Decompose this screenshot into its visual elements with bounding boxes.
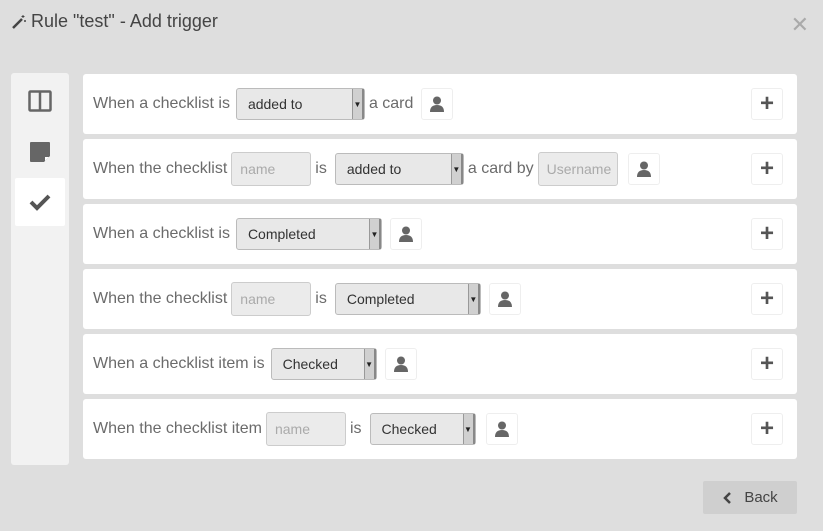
trigger-row: When a checklist is added to ▼ a card + (83, 74, 797, 134)
add-trigger-button[interactable]: + (751, 413, 783, 445)
select-value: Completed (247, 226, 316, 242)
magic-wand-icon (12, 14, 26, 29)
username-input[interactable]: Username (537, 152, 618, 186)
checklist-name-input[interactable]: name (231, 282, 312, 316)
tab-checklist[interactable] (15, 178, 65, 226)
user-filter-button[interactable] (627, 153, 660, 185)
dialog-title: Rule "test" - Add trigger (11, 11, 218, 32)
select-value: Checked (282, 356, 338, 372)
user-icon (497, 291, 512, 307)
close-button[interactable]: ✕ (790, 12, 809, 37)
dialog-title-text: Rule "test" - Add trigger (31, 11, 218, 31)
trigger-label: is (315, 290, 327, 307)
caret-down-icon: ▼ (368, 219, 381, 249)
user-filter-button[interactable] (421, 88, 454, 120)
user-icon (393, 356, 408, 372)
trigger-label: a card (368, 95, 414, 112)
user-icon (430, 96, 445, 112)
select-value: added to (247, 96, 303, 112)
trigger-category-sidebar (11, 73, 69, 465)
caret-down-icon: ▼ (351, 89, 364, 119)
trigger-label: When the checklist (93, 160, 228, 177)
select-value: added to (346, 161, 402, 177)
chevron-left-icon (723, 491, 732, 504)
trigger-label: is (315, 160, 327, 177)
item-state-select[interactable]: Checked ▼ (369, 413, 476, 445)
add-trigger-button[interactable]: + (751, 153, 783, 185)
add-trigger-button[interactable]: + (751, 88, 783, 120)
user-icon (398, 226, 413, 242)
trigger-label: When a checklist is (93, 95, 230, 112)
trigger-label: When the checklist (93, 290, 228, 307)
input-placeholder: name (274, 421, 310, 437)
caret-down-icon: ▼ (450, 154, 463, 184)
tab-board[interactable] (15, 77, 65, 125)
action-select[interactable]: added to ▼ (334, 153, 464, 185)
trigger-label: a card by (467, 160, 534, 177)
trigger-label: When a checklist item is (93, 355, 265, 372)
columns-icon (28, 90, 52, 112)
trigger-label: When a checklist is (93, 225, 230, 242)
action-select[interactable]: added to ▼ (235, 88, 365, 120)
user-filter-button[interactable] (384, 348, 417, 380)
caret-down-icon: ▼ (467, 284, 480, 314)
add-trigger-button[interactable]: + (751, 348, 783, 380)
card-icon (30, 142, 50, 162)
select-value: Completed (346, 291, 415, 307)
caret-down-icon: ▼ (462, 414, 475, 444)
trigger-row: When the checklist name is added to ▼ a c… (83, 139, 797, 199)
item-state-select[interactable]: Checked ▼ (270, 348, 377, 380)
back-button[interactable]: Back (703, 481, 797, 514)
checklist-name-input[interactable]: name (231, 152, 312, 186)
user-icon (494, 421, 509, 437)
state-select[interactable]: Completed ▼ (334, 283, 481, 315)
back-label: Back (744, 489, 778, 506)
input-placeholder: name (240, 161, 276, 177)
user-icon (636, 161, 651, 177)
user-filter-button[interactable] (389, 218, 422, 250)
trigger-row: When a checklist is Completed ▼ + (83, 204, 797, 264)
user-filter-button[interactable] (488, 283, 521, 315)
trigger-row: When the checklist item name is Checked ▼… (83, 399, 797, 459)
tab-card[interactable] (15, 128, 65, 176)
trigger-label: is (349, 420, 362, 437)
state-select[interactable]: Completed ▼ (235, 218, 382, 250)
add-trigger-button[interactable]: + (751, 283, 783, 315)
select-value: Checked (381, 421, 437, 437)
input-placeholder: name (240, 291, 276, 307)
check-icon (29, 194, 51, 211)
add-trigger-button[interactable]: + (751, 218, 783, 250)
trigger-row: When a checklist item is Checked ▼ + (83, 334, 797, 394)
checklist-item-name-input[interactable]: name (265, 412, 346, 446)
trigger-row: When the checklist name is Completed ▼ + (83, 269, 797, 329)
input-placeholder: Username (546, 161, 612, 177)
trigger-label: When the checklist item (93, 420, 262, 437)
caret-down-icon: ▼ (363, 349, 376, 379)
user-filter-button[interactable] (485, 413, 518, 445)
